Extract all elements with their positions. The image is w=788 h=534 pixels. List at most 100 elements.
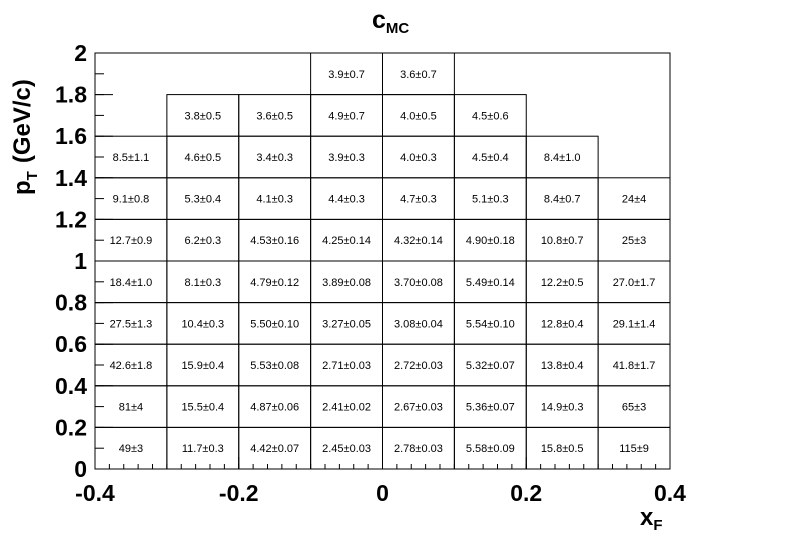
- y-axis-label: pT(GeV/c): [9, 79, 41, 195]
- x-tick-label: -0.4: [75, 480, 115, 506]
- cell-value: 12.2±0.5: [541, 277, 584, 289]
- cell-value: 24±4: [622, 194, 646, 206]
- cell-value: 4.32±0.14: [394, 235, 443, 247]
- cell-value: 4.87±0.06: [250, 402, 299, 414]
- x-tick-label: -0.2: [219, 480, 259, 506]
- cell-value: 2.78±0.03: [394, 443, 443, 455]
- table-cell: [453, 94, 527, 137]
- cell-value: 15.8±0.5: [541, 443, 584, 455]
- y-tick-label: 1.6: [55, 123, 87, 149]
- cell-value: 4.7±0.3: [400, 194, 437, 206]
- cell-value: 4.53±0.16: [250, 235, 299, 247]
- cell-value: 4.42±0.07: [250, 443, 299, 455]
- cell-value: 3.4±0.3: [256, 152, 293, 164]
- cell-value: 8.4±0.7: [544, 194, 581, 206]
- cell-value: 3.8±0.5: [185, 110, 222, 122]
- cell-value: 27.0±1.7: [613, 277, 656, 289]
- y-tick-label: 1.2: [55, 206, 87, 232]
- cell-value: 2.67±0.03: [394, 402, 443, 414]
- cell-value: 29.1±1.4: [613, 318, 656, 330]
- cell-value: 5.53±0.08: [250, 360, 299, 372]
- y-tick-label: 1: [74, 248, 87, 274]
- chart-title: cMC: [372, 6, 409, 37]
- cell-value: 49±3: [119, 443, 143, 455]
- cell-value: 4.90±0.18: [466, 235, 515, 247]
- cell-value: 3.6±0.5: [256, 110, 293, 122]
- cell-value: 4.0±0.5: [400, 110, 437, 122]
- x-tick-label: 0.4: [654, 480, 686, 506]
- cell-value: 3.9±0.7: [328, 69, 365, 81]
- cell-value: 2.41±0.02: [322, 402, 371, 414]
- cell-value: 8.5±1.1: [113, 152, 150, 164]
- cell-value: 25±3: [622, 235, 646, 247]
- cell-value: 115±9: [619, 443, 649, 455]
- table-cell: [597, 177, 671, 220]
- cell-value: 5.58±0.09: [466, 443, 515, 455]
- y-tick-label: 1.4: [55, 165, 87, 191]
- cells: 49±3 11.7±0.3 4.42±0.07 2.45±0.03 2.78±0.03 5…: [110, 69, 656, 455]
- y-tick-label: 0.2: [55, 414, 87, 440]
- cell-value: 27.5±1.3: [110, 318, 153, 330]
- cell-value: 41.8±1.7: [613, 360, 656, 372]
- x-tick-label: 0.2: [510, 480, 542, 506]
- cell-value: 3.08±0.04: [394, 318, 443, 330]
- y-axis-label-unit: (GeV/c): [9, 79, 36, 163]
- cell-value: 9.1±0.8: [113, 194, 150, 206]
- cell-value: 4.6±0.5: [185, 152, 222, 164]
- x-tick-label: 0: [376, 480, 389, 506]
- cell-value: 8.4±1.0: [544, 152, 581, 164]
- cell-value: 12.8±0.4: [541, 318, 584, 330]
- table-cell: [382, 52, 455, 96]
- cell-value: 3.6±0.7: [400, 69, 437, 81]
- cell-value: 5.32±0.07: [466, 360, 515, 372]
- cell-value: 8.1±0.3: [185, 277, 222, 289]
- cell-value: 4.5±0.6: [472, 110, 509, 122]
- y-tick-label: 2: [74, 40, 87, 66]
- cell-value: 15.9±0.4: [181, 360, 224, 372]
- cell-value: 5.3±0.4: [185, 194, 222, 206]
- cell-value: 15.5±0.4: [181, 402, 224, 414]
- cell-value: 5.54±0.10: [466, 318, 515, 330]
- y-tick-label: 0.6: [55, 331, 87, 357]
- x-axis-label: xF: [640, 504, 663, 534]
- cell-value: 3.27±0.05: [322, 318, 371, 330]
- cell-value: 10.4±0.3: [181, 318, 224, 330]
- cell-value: 11.7±0.3: [182, 443, 224, 455]
- cell-value: 13.8±0.4: [541, 360, 584, 372]
- cell-value: 5.49±0.14: [466, 277, 515, 289]
- cell-value: 4.9±0.7: [328, 110, 365, 122]
- cell-value: 4.0±0.3: [400, 152, 437, 164]
- cell-value: 81±4: [119, 402, 143, 414]
- cell-value: 3.70±0.08: [394, 277, 443, 289]
- y-tick-label: 0: [74, 456, 87, 482]
- cell-value: 3.89±0.08: [322, 277, 371, 289]
- cell-value: 4.1±0.3: [256, 194, 293, 206]
- cell-value: 2.71±0.03: [322, 360, 371, 372]
- cell-value: 4.4±0.3: [328, 194, 365, 206]
- x-axis-label-subscript: F: [653, 517, 662, 534]
- cell-value: 2.72±0.03: [394, 360, 443, 372]
- cell-value: 12.7±0.9: [110, 235, 153, 247]
- x-axis-ticks: -0.4 -0.2 0 0.2 0.4: [75, 457, 686, 506]
- cell-value: 14.9±0.3: [541, 402, 584, 414]
- cell-value: 4.25±0.14: [322, 235, 371, 247]
- y-axis-label-subscript: T: [24, 171, 41, 180]
- cell-value: 6.2±0.3: [185, 235, 222, 247]
- table-cell: [525, 135, 599, 179]
- cell-value: 3.9±0.3: [328, 152, 365, 164]
- cell-value: 4.79±0.12: [250, 277, 299, 289]
- cell-value: 5.36±0.07: [466, 402, 515, 414]
- y-tick-label: 1.8: [55, 82, 87, 108]
- y-tick-label: 0.8: [55, 290, 87, 316]
- cell-value: 5.50±0.10: [250, 318, 299, 330]
- y-tick-label: 0.4: [55, 373, 87, 399]
- cell-value: 10.8±0.7: [541, 235, 584, 247]
- cell-value: 18.4±1.0: [110, 277, 153, 289]
- chart-title-subscript: MC: [386, 20, 409, 37]
- y-axis-ticks: 0 0.2 0.4 0.6 0.8 1 1.2 1.4 1.6 1.8 2: [55, 40, 113, 482]
- cell-value: 42.6±1.8: [110, 360, 153, 372]
- cell-value: 4.5±0.4: [472, 152, 509, 164]
- cell-value: 5.1±0.3: [472, 194, 509, 206]
- cell-value: 2.45±0.03: [322, 443, 371, 455]
